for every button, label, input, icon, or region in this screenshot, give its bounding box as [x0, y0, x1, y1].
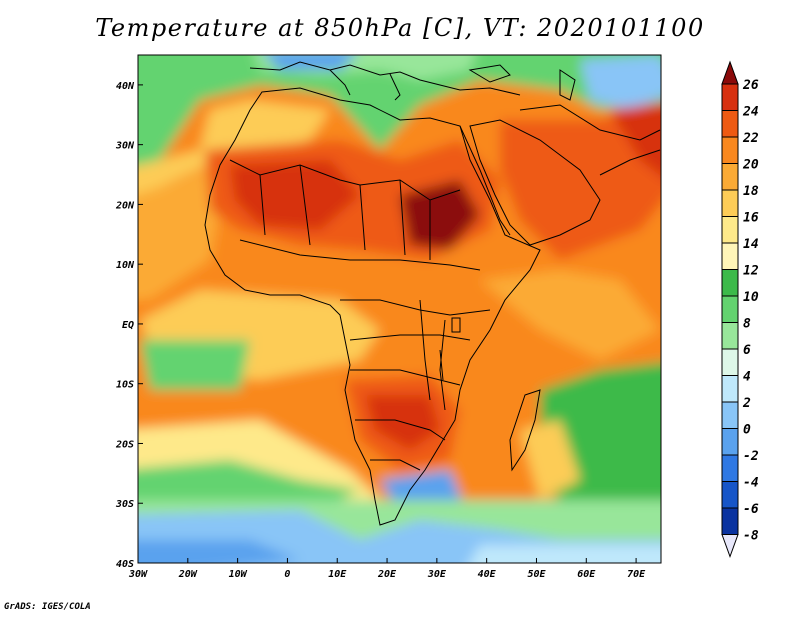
lon-tick-label: 50E — [527, 569, 546, 580]
colorbar-label: 10 — [743, 290, 759, 305]
colorbar-swatch — [721, 322, 739, 350]
colorbar-swatch — [721, 375, 739, 403]
lon-tick-label: 30W — [128, 569, 148, 580]
longitude-axis: 30W 20W 10W 0 10E 20E 30E 40E 50E 60E 70E — [128, 558, 646, 580]
colorbar-label: 14 — [743, 237, 759, 252]
colorbar-label: -2 — [743, 449, 759, 464]
colorbar-label: 24 — [742, 105, 759, 120]
colorbar-label: 22 — [742, 131, 759, 146]
colorbar-label: -4 — [743, 476, 759, 491]
colorbar-swatch — [721, 163, 739, 191]
colorbar-swatch — [721, 295, 739, 323]
colorbar-swatch — [721, 348, 739, 376]
colorbar-label: -8 — [743, 529, 759, 544]
lon-tick-label: 60E — [577, 569, 596, 580]
colorbar-label: 18 — [743, 184, 759, 199]
colorbar-swatch — [721, 216, 739, 244]
chart-title: Temperature at 850hPa [C], VT: 202010110… — [95, 14, 705, 42]
colorbar-label: 8 — [743, 317, 751, 332]
colorbar-swatch — [721, 428, 739, 456]
temperature-field — [138, 55, 661, 563]
lon-tick-label: 10E — [328, 569, 347, 580]
lat-tick-label: 20S — [115, 439, 134, 450]
colorbar-swatch — [721, 454, 739, 482]
colorbar-label: 16 — [743, 211, 759, 226]
colorbar-label: 2 — [742, 396, 751, 411]
colorbar-swatch — [721, 136, 739, 164]
lat-tick-label: 40S — [116, 559, 134, 570]
colorbar-swatch — [721, 269, 739, 297]
lon-tick-label: 40E — [478, 569, 497, 580]
colorbar-label: -6 — [743, 502, 759, 517]
colorbar-label: 26 — [742, 78, 759, 93]
lon-tick-label: 30E — [427, 569, 447, 580]
map-frame — [137, 54, 662, 564]
lon-tick-label: 10W — [229, 569, 248, 580]
colorbar-label: 12 — [743, 264, 759, 279]
lat-tick-label: 10N — [116, 260, 135, 271]
colorbar-swatch — [721, 507, 739, 535]
colorbar-swatch — [721, 401, 739, 429]
colorbar-swatch — [721, 481, 739, 509]
lat-tick-label: 30N — [115, 141, 135, 152]
colorbar-swatch — [721, 189, 739, 217]
lon-tick-label: 70E — [627, 569, 646, 580]
colorbar-swatch — [721, 83, 739, 111]
colorbar-swatch — [721, 110, 739, 138]
lon-tick-label: 20E — [377, 569, 397, 580]
lat-tick-label: 40N — [116, 81, 135, 92]
lat-tick-label: 20N — [115, 200, 135, 211]
colorbar-min-triangle — [721, 534, 739, 558]
colorbar-label: 6 — [743, 343, 751, 358]
lon-tick-label: 20W — [178, 569, 198, 580]
colorbar-label: 20 — [742, 158, 759, 173]
latitude-axis: 40N 30N 20N 10N EQ 10S 20S 30S 40S — [115, 81, 143, 570]
lon-tick-label: 0 — [284, 569, 290, 580]
colorbar-swatch — [721, 242, 739, 270]
coastlines — [204, 61, 661, 526]
colorbar-label: 0 — [743, 423, 751, 438]
colorbar-max-triangle — [721, 60, 739, 85]
colorbar-label: 4 — [743, 370, 751, 385]
lat-tick-label: EQ — [122, 320, 134, 331]
lat-tick-label: 10S — [116, 380, 134, 391]
credit-label: GrADS: IGES/COLA — [4, 602, 91, 612]
lat-tick-label: 30S — [115, 499, 134, 510]
